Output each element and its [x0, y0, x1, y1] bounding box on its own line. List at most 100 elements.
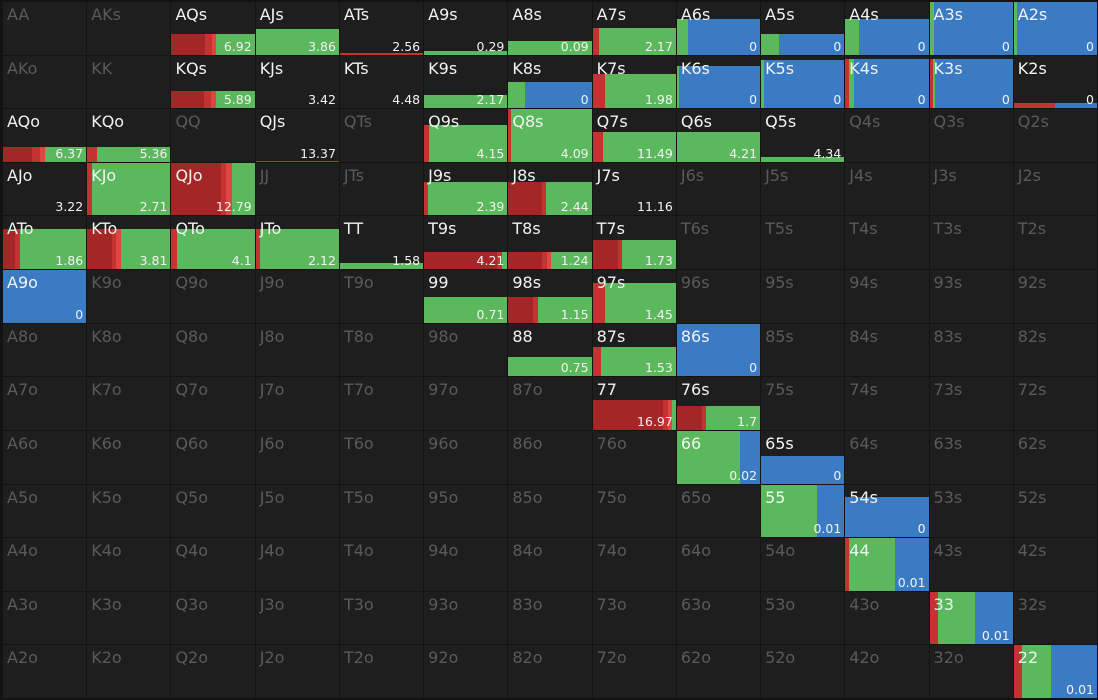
- hand-cell-k9s[interactable]: K9s 2.17: [424, 55, 508, 109]
- hand-cell-99[interactable]: 99 0.71: [424, 270, 508, 323]
- hand-cell-a8s[interactable]: A8s 0.09: [508, 2, 592, 55]
- hand-cell-93s[interactable]: 93s: [929, 270, 1013, 323]
- hand-cell-a7o[interactable]: A7o: [3, 377, 87, 430]
- hand-cell-jts[interactable]: JTs: [339, 162, 424, 216]
- hand-cell-jj[interactable]: JJ: [255, 162, 339, 216]
- hand-cell-64o[interactable]: 64o: [676, 538, 761, 591]
- hand-cell-kqo[interactable]: KQo 5.36: [87, 109, 171, 162]
- hand-cell-j9o[interactable]: J9o: [255, 270, 339, 323]
- hand-cell-92o[interactable]: 92o: [424, 645, 508, 698]
- hand-cell-a2o[interactable]: A2o: [3, 645, 87, 698]
- hand-cell-86o[interactable]: 86o: [508, 430, 592, 484]
- hand-cell-73o[interactable]: 73o: [592, 591, 676, 645]
- hand-cell-t2o[interactable]: T2o: [339, 645, 424, 698]
- hand-cell-62s[interactable]: 62s: [1013, 430, 1097, 484]
- hand-cell-q3o[interactable]: Q3o: [171, 591, 255, 645]
- hand-cell-j7s[interactable]: J7s 11.16: [592, 162, 676, 216]
- hand-cell-98s[interactable]: 98s 1.15: [508, 270, 592, 323]
- hand-cell-k4s[interactable]: K4s 0: [845, 55, 929, 109]
- hand-cell-44[interactable]: 44 0.01: [845, 538, 929, 591]
- hand-cell-q5s[interactable]: Q5s 4.34: [761, 109, 845, 162]
- hand-cell-aks[interactable]: AKs: [87, 2, 171, 55]
- hand-cell-42o[interactable]: 42o: [845, 645, 929, 698]
- hand-cell-72s[interactable]: 72s: [1013, 377, 1097, 430]
- hand-cell-54s[interactable]: 54s 0: [845, 484, 929, 538]
- hand-cell-74o[interactable]: 74o: [592, 538, 676, 591]
- hand-cell-94s[interactable]: 94s: [845, 270, 929, 323]
- hand-cell-43o[interactable]: 43o: [845, 591, 929, 645]
- hand-cell-aa[interactable]: AA: [3, 2, 87, 55]
- hand-cell-j6s[interactable]: J6s: [676, 162, 761, 216]
- hand-cell-j8s[interactable]: J8s 2.44: [508, 162, 592, 216]
- hand-cell-q3s[interactable]: Q3s: [929, 109, 1013, 162]
- hand-cell-83s[interactable]: 83s: [929, 323, 1013, 377]
- hand-cell-84o[interactable]: 84o: [508, 538, 592, 591]
- hand-cell-74s[interactable]: 74s: [845, 377, 929, 430]
- hand-cell-t6s[interactable]: T6s: [676, 216, 761, 270]
- hand-cell-q8o[interactable]: Q8o: [171, 323, 255, 377]
- hand-cell-a5s[interactable]: A5s 0: [761, 2, 845, 55]
- hand-cell-t6o[interactable]: T6o: [339, 430, 424, 484]
- hand-cell-q7s[interactable]: Q7s 11.49: [592, 109, 676, 162]
- hand-cell-aqo[interactable]: AQo 6.37: [3, 109, 87, 162]
- hand-cell-qts[interactable]: QTs: [339, 109, 424, 162]
- hand-cell-q4o[interactable]: Q4o: [171, 538, 255, 591]
- hand-cell-85s[interactable]: 85s: [761, 323, 845, 377]
- hand-cell-73s[interactable]: 73s: [929, 377, 1013, 430]
- hand-cell-a6s[interactable]: A6s 0: [676, 2, 761, 55]
- hand-cell-83o[interactable]: 83o: [508, 591, 592, 645]
- hand-cell-87o[interactable]: 87o: [508, 377, 592, 430]
- hand-cell-q8s[interactable]: Q8s 4.09: [508, 109, 592, 162]
- hand-cell-q6o[interactable]: Q6o: [171, 430, 255, 484]
- hand-cell-76s[interactable]: 76s 1.7: [676, 377, 761, 430]
- hand-cell-t2s[interactable]: T2s: [1013, 216, 1097, 270]
- hand-cell-t9s[interactable]: T9s 4.21: [424, 216, 508, 270]
- hand-cell-k9o[interactable]: K9o: [87, 270, 171, 323]
- hand-cell-a4o[interactable]: A4o: [3, 538, 87, 591]
- hand-cell-t3o[interactable]: T3o: [339, 591, 424, 645]
- hand-cell-82s[interactable]: 82s: [1013, 323, 1097, 377]
- hand-cell-kts[interactable]: KTs 4.48: [339, 55, 424, 109]
- hand-cell-ako[interactable]: AKo: [3, 55, 87, 109]
- hand-cell-k7s[interactable]: K7s 1.98: [592, 55, 676, 109]
- hand-cell-ajo[interactable]: AJo 3.22: [3, 162, 87, 216]
- hand-cell-32o[interactable]: 32o: [929, 645, 1013, 698]
- hand-cell-a7s[interactable]: A7s 2.17: [592, 2, 676, 55]
- hand-cell-a2s[interactable]: A2s 0: [1013, 2, 1097, 55]
- hand-cell-88[interactable]: 88 0.75: [508, 323, 592, 377]
- hand-cell-q4s[interactable]: Q4s: [845, 109, 929, 162]
- hand-cell-77[interactable]: 77 16.97: [592, 377, 676, 430]
- hand-cell-k6o[interactable]: K6o: [87, 430, 171, 484]
- hand-cell-65o[interactable]: 65o: [676, 484, 761, 538]
- hand-cell-t3s[interactable]: T3s: [929, 216, 1013, 270]
- hand-cell-85o[interactable]: 85o: [508, 484, 592, 538]
- hand-cell-qq[interactable]: QQ: [171, 109, 255, 162]
- hand-cell-63o[interactable]: 63o: [676, 591, 761, 645]
- hand-cell-84s[interactable]: 84s: [845, 323, 929, 377]
- hand-cell-k8s[interactable]: K8s 0: [508, 55, 592, 109]
- hand-cell-98o[interactable]: 98o: [424, 323, 508, 377]
- hand-cell-q7o[interactable]: Q7o: [171, 377, 255, 430]
- hand-cell-ato[interactable]: ATo 1.86: [3, 216, 87, 270]
- hand-cell-66[interactable]: 66 0.02: [676, 430, 761, 484]
- hand-cell-96s[interactable]: 96s: [676, 270, 761, 323]
- hand-cell-t5s[interactable]: T5s: [761, 216, 845, 270]
- hand-cell-43s[interactable]: 43s: [929, 538, 1013, 591]
- hand-cell-63s[interactable]: 63s: [929, 430, 1013, 484]
- hand-cell-k4o[interactable]: K4o: [87, 538, 171, 591]
- hand-cell-k2s[interactable]: K2s 0: [1013, 55, 1097, 109]
- hand-cell-j9s[interactable]: J9s 2.39: [424, 162, 508, 216]
- hand-cell-t4s[interactable]: T4s: [845, 216, 929, 270]
- hand-cell-j3o[interactable]: J3o: [255, 591, 339, 645]
- hand-cell-j2s[interactable]: J2s: [1013, 162, 1097, 216]
- hand-cell-92s[interactable]: 92s: [1013, 270, 1097, 323]
- hand-cell-k2o[interactable]: K2o: [87, 645, 171, 698]
- hand-cell-72o[interactable]: 72o: [592, 645, 676, 698]
- hand-cell-a9s[interactable]: A9s 0.29: [424, 2, 508, 55]
- hand-cell-53o[interactable]: 53o: [761, 591, 845, 645]
- hand-cell-94o[interactable]: 94o: [424, 538, 508, 591]
- hand-cell-j7o[interactable]: J7o: [255, 377, 339, 430]
- hand-cell-t7o[interactable]: T7o: [339, 377, 424, 430]
- hand-cell-aqs[interactable]: AQs 6.92: [171, 2, 255, 55]
- hand-cell-65s[interactable]: 65s 0: [761, 430, 845, 484]
